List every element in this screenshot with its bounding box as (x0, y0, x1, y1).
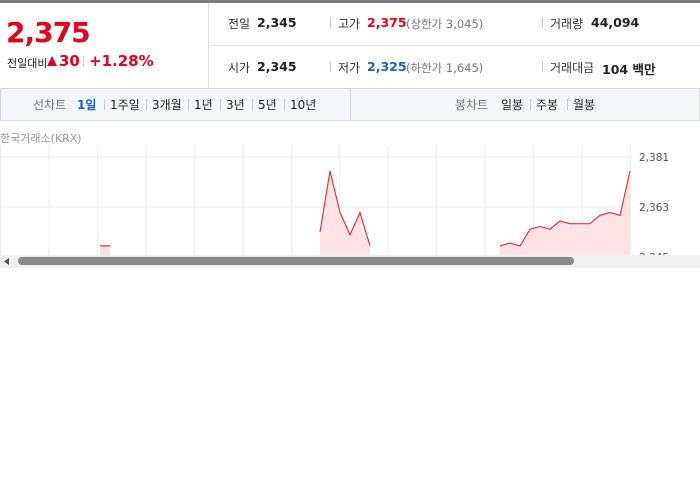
separator (188, 99, 189, 110)
tab[interactable]: 1주일 (110, 98, 140, 112)
divider (209, 45, 700, 46)
stat-note: (하한가 1,645) (406, 61, 484, 75)
change-label: 전일대비 (7, 57, 48, 70)
tab[interactable]: 1년 (194, 98, 213, 112)
separator (284, 99, 285, 110)
tab[interactable]: 1일 (77, 98, 97, 112)
y-tick-label: 2,363 (639, 202, 669, 214)
price-area (0, 170, 630, 255)
price: 2,375 (6, 16, 91, 49)
separator (330, 17, 331, 28)
stat-value: 2,375 (367, 15, 407, 30)
top-border (0, 0, 700, 3)
change: 30 (59, 52, 80, 70)
y-tick-label: 2,381 (639, 152, 669, 164)
tab[interactable]: 5년 (258, 98, 277, 112)
separator (330, 61, 331, 72)
up-arrow (47, 56, 57, 66)
tab[interactable]: 10년 (290, 98, 317, 112)
tab[interactable]: 일봉 (501, 98, 524, 112)
stat-label: 전일 (228, 17, 251, 31)
stat-value: 2,325 (367, 59, 407, 74)
separator (567, 99, 568, 110)
separator (83, 56, 84, 67)
stat-label: 저가 (338, 61, 361, 75)
tab[interactable]: 3년 (226, 98, 245, 112)
divider (208, 3, 209, 88)
separator (542, 61, 543, 72)
stat-label: 고가 (338, 17, 361, 31)
tab[interactable]: 월봉 (573, 98, 596, 112)
tab-group-label: 봉차트 (455, 98, 489, 112)
separator (220, 99, 221, 110)
stat-value: 104 백만 (602, 62, 656, 77)
separator (252, 99, 253, 110)
scroll-left[interactable] (3, 257, 11, 266)
stat-value: 44,094 (591, 15, 640, 30)
stat-value: 2,345 (257, 15, 297, 30)
tab[interactable]: 3개월 (152, 98, 182, 112)
stat-note: (상한가 3,045) (406, 17, 484, 31)
scroll-thumb[interactable] (18, 257, 574, 265)
separator (146, 99, 147, 110)
y-tick-label: 2,345 (639, 252, 669, 255)
price-line (100, 170, 631, 247)
stat-label: 거래대금 (550, 61, 595, 75)
tab-group-label: 선차트 (33, 98, 67, 112)
stat-label: 거래량 (550, 17, 584, 31)
separator (542, 17, 543, 28)
price-chart: 2,345 2,363 2,381 (0, 145, 669, 255)
divider (350, 89, 351, 120)
separator (530, 99, 531, 110)
separator (104, 99, 105, 110)
source: 한국거래소(KRX) (0, 132, 82, 145)
change-rate: +1.28% (89, 52, 154, 70)
tab[interactable]: 주봉 (536, 98, 559, 112)
stat-label: 시가 (228, 61, 251, 75)
stat-value: 2,345 (257, 59, 297, 74)
